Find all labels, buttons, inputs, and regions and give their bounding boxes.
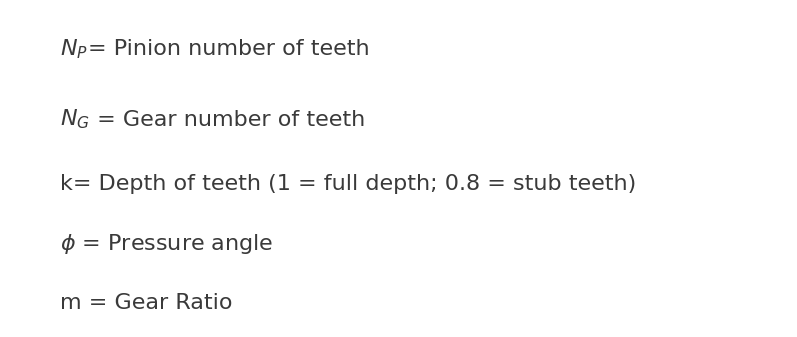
Text: $\mathit{N}_P$: $\mathit{N}_P$ bbox=[60, 37, 88, 61]
Text: m = Gear Ratio: m = Gear Ratio bbox=[60, 293, 232, 313]
Text: $\mathit{N}_G$: $\mathit{N}_G$ bbox=[60, 108, 89, 131]
Text: = Pinion number of teeth: = Pinion number of teeth bbox=[88, 39, 369, 59]
Text: = Gear number of teeth: = Gear number of teeth bbox=[89, 110, 365, 130]
Text: $\phi$ = Pressure angle: $\phi$ = Pressure angle bbox=[60, 232, 273, 256]
Text: k= Depth of teeth (1 = full depth; 0.8 = stub teeth): k= Depth of teeth (1 = full depth; 0.8 =… bbox=[60, 174, 636, 194]
